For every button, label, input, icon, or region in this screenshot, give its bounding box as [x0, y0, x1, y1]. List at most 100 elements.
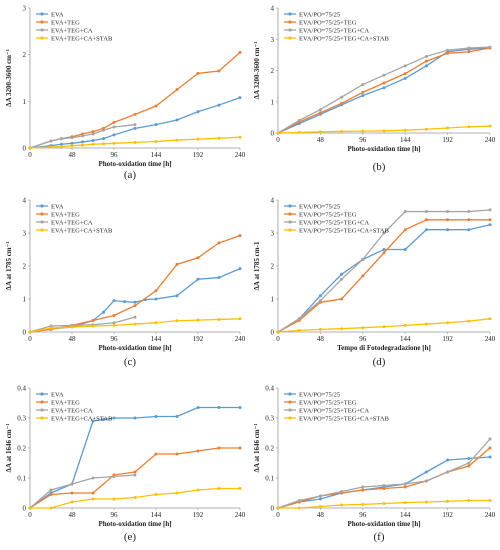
data-point-gray — [318, 494, 322, 498]
data-point-blue — [318, 497, 322, 501]
series-line-blue — [29, 406, 240, 509]
data-point-yellow — [81, 143, 84, 147]
y-tick-label: 0 — [23, 329, 27, 337]
data-point-gray — [361, 485, 365, 489]
data-point-yellow — [175, 491, 179, 495]
y-axis-label: ΔA at 1785 cm-1 — [253, 241, 261, 290]
data-point-gray — [424, 54, 428, 58]
data-point-orange — [49, 493, 53, 496]
legend-marker-blue — [288, 12, 292, 16]
data-point-yellow — [382, 129, 386, 133]
data-point-blue — [175, 118, 179, 122]
data-point-blue — [112, 133, 116, 137]
x-tick-label: 48 — [69, 151, 77, 159]
series-line-orange — [277, 219, 490, 333]
x-tick-label: 0 — [276, 335, 280, 343]
x-tick-label: 96 — [111, 151, 119, 159]
chart-panel-e: 0 0.1 0.2 0.3 0.4 0 48 96 144 192 240 Photo-oxidati… — [5, 385, 246, 544]
x-tick-label: 0 — [276, 511, 280, 519]
y-tick-label: 3 — [23, 5, 27, 13]
data-point-orange — [467, 50, 471, 54]
data-point-yellow — [340, 503, 344, 507]
data-point-blue — [424, 228, 428, 232]
data-point-yellow — [154, 321, 158, 325]
data-point-blue — [424, 470, 428, 474]
data-point-orange — [382, 251, 386, 255]
data-point-orange — [488, 218, 492, 222]
legend-entry: EVA — [51, 203, 64, 210]
legend-entry: EVA+TEG — [51, 19, 80, 26]
legend-marker-yellow — [40, 228, 44, 232]
data-point-yellow — [318, 130, 322, 134]
data-point-gray — [446, 48, 450, 52]
data-point-blue — [467, 457, 471, 460]
data-point-gray — [382, 231, 386, 235]
data-point-blue — [340, 272, 344, 276]
legend-entry: EVA+TEG+CA — [51, 407, 93, 414]
legend-marker-orange — [288, 212, 292, 216]
x-tick-label: 144 — [400, 136, 411, 144]
data-point-yellow — [424, 322, 428, 326]
data-point-yellow — [340, 327, 344, 331]
data-point-yellow — [424, 500, 428, 504]
x-tick-label: 0 — [28, 335, 32, 343]
legend-marker-orange — [40, 400, 44, 404]
data-point-blue — [196, 277, 200, 281]
data-point-yellow — [91, 324, 95, 328]
data-point-gray — [340, 95, 344, 99]
data-point-blue — [196, 406, 200, 409]
data-point-yellow — [361, 129, 365, 133]
data-point-gray — [318, 299, 322, 303]
data-point-yellow — [133, 496, 137, 499]
legend-entry: EVA/PO=75/25 — [299, 391, 340, 398]
data-point-gray — [60, 137, 63, 141]
x-tick-label: 144 — [151, 151, 162, 159]
legend-entry: EVA/PO=75/25+TEG — [299, 399, 357, 406]
data-point-orange — [133, 304, 137, 308]
data-point-yellow — [488, 317, 492, 321]
data-point-blue — [102, 418, 105, 421]
data-point-yellow — [276, 506, 280, 510]
x-tick-label: 192 — [193, 335, 204, 343]
data-point-yellow — [175, 319, 179, 323]
data-point-yellow — [217, 136, 221, 140]
data-point-orange — [467, 464, 471, 468]
legend-marker-orange — [40, 212, 44, 216]
data-point-yellow — [467, 125, 471, 129]
x-tick-label: 240 — [235, 511, 246, 519]
data-point-orange — [112, 314, 116, 317]
data-point-gray — [91, 476, 95, 480]
legend-marker-gray — [288, 408, 292, 412]
data-point-yellow — [297, 328, 301, 332]
data-point-orange — [91, 130, 95, 134]
data-point-blue — [112, 416, 116, 420]
data-point-orange — [196, 449, 200, 453]
data-point-gray — [382, 484, 386, 487]
panel-caption: (a) — [124, 169, 137, 181]
y-tick-label: 0.4 — [17, 385, 26, 393]
panel-caption: (c) — [124, 356, 137, 368]
y-axis-label: ΔA 3200-3600 cm⁻¹ — [253, 42, 261, 100]
y-tick-label: 1 — [23, 296, 27, 304]
data-point-yellow — [112, 323, 116, 327]
data-point-gray — [446, 470, 450, 474]
data-point-gray — [488, 437, 492, 441]
y-tick-label: 0.3 — [17, 415, 26, 423]
chart-panel-b: 0 1 2 3 4 0 48 96 144 192 240 Photo-oxidation time … — [253, 5, 496, 174]
y-tick-label: 2 — [23, 263, 27, 271]
data-point-blue — [91, 419, 95, 423]
x-tick-label: 96 — [359, 511, 367, 519]
data-point-gray — [102, 128, 105, 132]
data-point-gray — [112, 475, 116, 478]
data-point-gray — [133, 123, 137, 127]
data-point-yellow — [70, 500, 74, 504]
data-point-gray — [297, 499, 301, 502]
data-point-gray — [446, 210, 450, 214]
x-tick-label: 0 — [28, 151, 32, 159]
data-point-blue — [318, 294, 322, 298]
legend-entry: EVA+TEG+CA — [51, 219, 93, 226]
data-point-orange — [403, 228, 407, 232]
data-point-blue — [382, 86, 386, 90]
data-point-blue — [102, 137, 105, 141]
legend-marker-yellow — [288, 228, 292, 232]
